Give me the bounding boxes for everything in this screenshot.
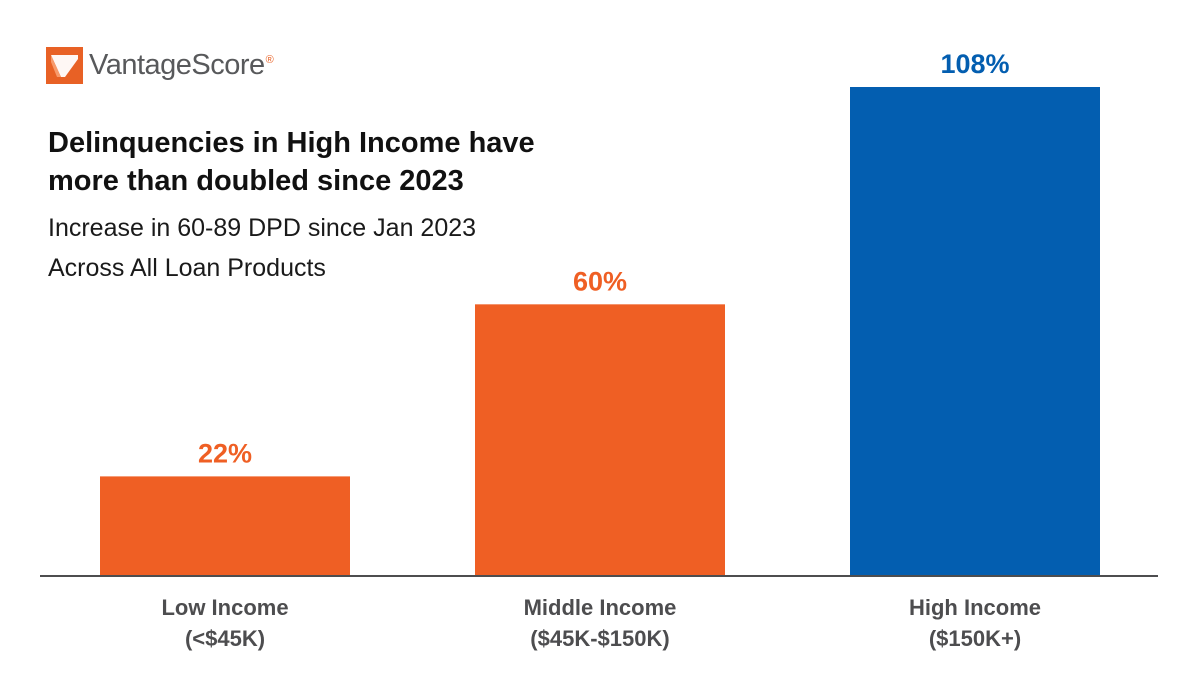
category-label-2-line-1: Middle Income: [524, 595, 677, 620]
chart-title: Delinquencies in High Income have more t…: [48, 127, 535, 197]
bar-2: [475, 304, 725, 576]
data-label-1: 22%: [198, 438, 252, 468]
chart-subtitle: Increase in 60-89 DPD since Jan 2023 Acr…: [48, 208, 608, 288]
vantagescore-logo-icon: [46, 46, 83, 84]
vantagescore-logo: VantageScore®: [46, 44, 274, 86]
category-label-1-line-2: (<$45K): [185, 626, 265, 651]
subtitle-line-2: Across All Loan Products: [48, 254, 326, 282]
logo-wordmark: VantageScore®: [89, 48, 274, 81]
data-label-3: 108%: [940, 49, 1009, 79]
bar-1: [100, 476, 350, 576]
category-label-3-line-2: ($150K+): [929, 626, 1021, 651]
data-label-2: 60%: [573, 266, 627, 296]
bar-3: [850, 87, 1100, 576]
category-label-1-line-1: Low Income: [161, 595, 288, 620]
category-label-3-line-1: High Income: [909, 595, 1041, 620]
subtitle-line-1: Increase in 60-89 DPD since Jan 2023: [48, 214, 477, 242]
category-label-2-line-2: ($45K-$150K): [530, 626, 669, 651]
